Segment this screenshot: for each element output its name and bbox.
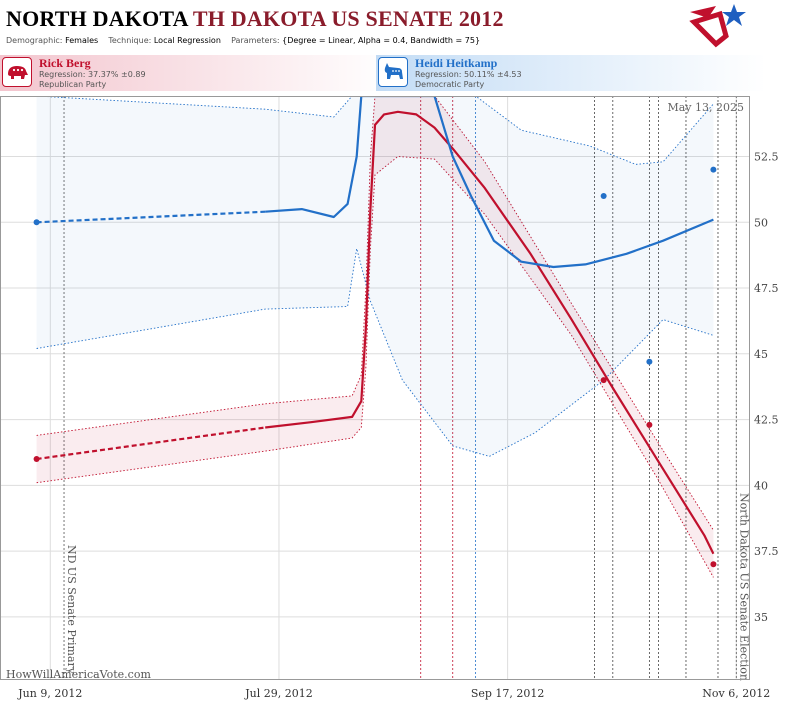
site-logo (689, 4, 746, 48)
chart-header: NORTH DAKOTA TH DAKOTA US SENATE 2012 De… (0, 0, 750, 50)
site-credit: HowWillAmericaVote.com (6, 668, 151, 681)
elephant-icon (2, 57, 32, 87)
poll-point (600, 192, 607, 199)
plot-area (0, 96, 750, 680)
x-tick-label: Jun 9, 2012 (17, 687, 82, 700)
trend-line (265, 110, 715, 555)
title-race: TH DAKOTA US SENATE 2012 (192, 6, 504, 31)
date-stamp: May 13, 2025 (667, 101, 744, 114)
confidence-lower (36, 156, 714, 578)
plot-frame (0, 96, 750, 680)
poll-point (710, 561, 717, 568)
candidate-regression: Regression: 50.11% ±4.53 (415, 70, 522, 79)
candidate-party: Democratic Party (415, 80, 485, 89)
confidence-band (36, 96, 714, 578)
y-tick-label: 37.5 (754, 545, 779, 558)
title-state: NORTH DAKOTA (6, 6, 188, 31)
parameters-line: Demographic: Females Technique: Local Re… (6, 36, 480, 45)
poll-point (710, 166, 717, 173)
trend-line-projected (36, 210, 266, 224)
technique-label: Technique: (108, 36, 152, 45)
poll-point (646, 358, 653, 365)
x-tick-label: Sep 17, 2012 (471, 687, 545, 700)
poll-point (33, 219, 40, 226)
y-tick-label: 50 (754, 216, 768, 229)
candidate-name: Heidi Heitkamp (415, 56, 498, 70)
event-label: North Dakota US Senate Election (737, 493, 750, 681)
candidate-card-democrat: Heidi Heitkamp Regression: 50.11% ±4.53 … (376, 55, 766, 91)
demographic-label: Demographic: (6, 36, 63, 45)
candidate-name: Rick Berg (39, 56, 91, 70)
y-tick-label: 35 (754, 611, 768, 624)
x-tick-label: Nov 6, 2012 (702, 687, 770, 700)
confidence-lower (36, 248, 714, 457)
y-tick-label: 45 (754, 348, 768, 361)
confidence-band (36, 96, 714, 457)
x-tick-label: Jul 29, 2012 (244, 687, 313, 700)
confidence-upper (36, 96, 714, 531)
trend-line-projected (36, 426, 266, 461)
y-tick-label: 52.5 (754, 151, 779, 164)
technique-value: Local Regression (153, 36, 221, 45)
parameters-label: Parameters: (231, 36, 280, 45)
demographic-value: Females (65, 36, 99, 45)
candidate-party: Republican Party (39, 80, 107, 89)
donkey-icon (378, 57, 408, 87)
chart-title: NORTH DAKOTA TH DAKOTA US SENATE 2012 (6, 6, 504, 32)
y-tick-label: 40 (754, 479, 768, 492)
poll-point (646, 421, 653, 428)
confidence-upper (36, 96, 714, 165)
trend-line (265, 96, 714, 269)
poll-point (33, 456, 40, 463)
y-tick-label: 42.5 (754, 414, 779, 427)
candidate-card-republican: Rick Berg Regression: 37.37% ±0.89 Repub… (0, 55, 390, 91)
y-tick-label: 47.5 (754, 282, 779, 295)
event-label: ND US Senate Primary (65, 545, 78, 675)
parameters-value: {Degree = Linear, Alpha = 0.4, Bandwidth… (282, 36, 481, 45)
poll-point (600, 377, 607, 384)
candidate-regression: Regression: 37.37% ±0.89 (39, 70, 146, 79)
